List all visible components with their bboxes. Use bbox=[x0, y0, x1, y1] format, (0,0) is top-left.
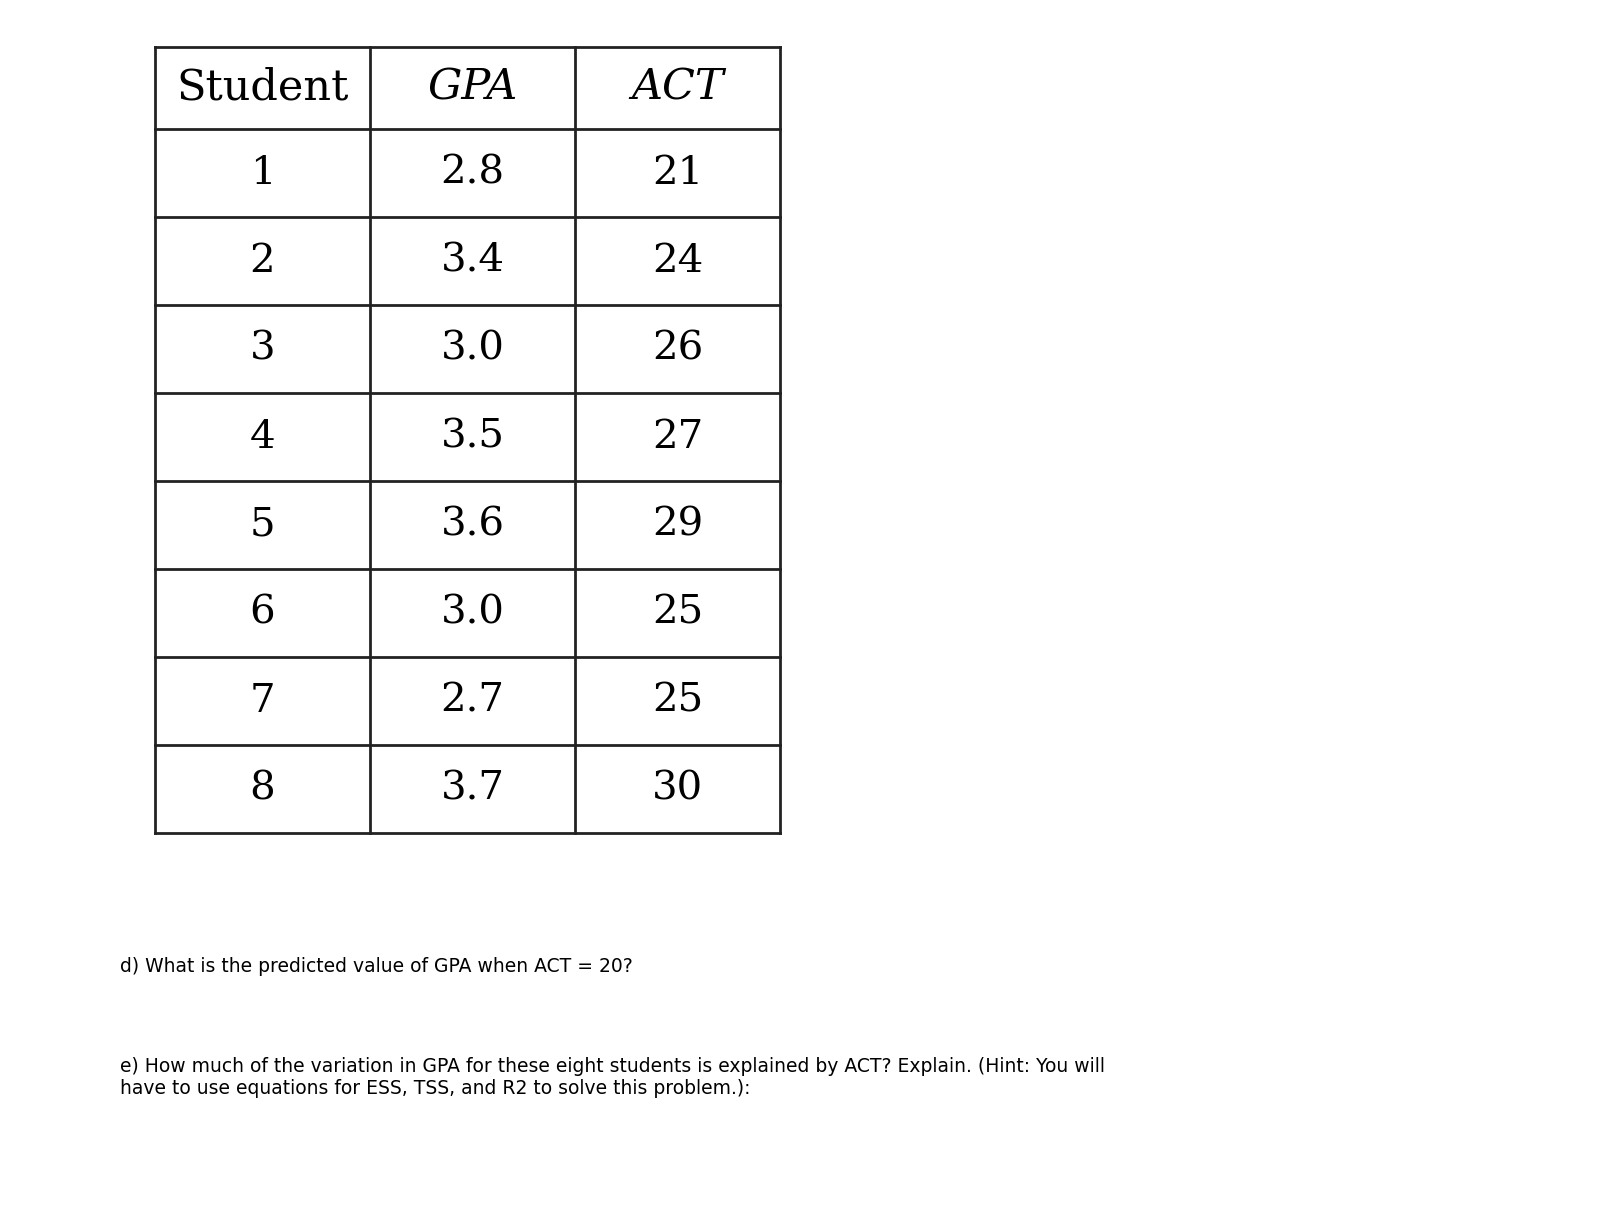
Text: e) How much of the variation in GPA for these eight students is explained by ACT: e) How much of the variation in GPA for … bbox=[121, 1057, 1104, 1098]
Text: 3.0: 3.0 bbox=[441, 595, 504, 632]
Text: 24: 24 bbox=[652, 243, 704, 280]
Text: 25: 25 bbox=[652, 683, 704, 719]
Text: 3.5: 3.5 bbox=[441, 419, 504, 456]
Text: 5: 5 bbox=[250, 506, 275, 543]
Text: 6: 6 bbox=[250, 595, 275, 632]
Text: 30: 30 bbox=[652, 770, 704, 807]
Text: 2.8: 2.8 bbox=[441, 154, 504, 191]
Text: 2.7: 2.7 bbox=[441, 683, 504, 719]
Text: 25: 25 bbox=[652, 595, 704, 632]
Text: d) What is the predicted value of GPA when ACT = 20?: d) What is the predicted value of GPA wh… bbox=[121, 957, 633, 976]
Text: 3.7: 3.7 bbox=[441, 770, 504, 807]
Text: 27: 27 bbox=[652, 419, 704, 456]
Text: ACT: ACT bbox=[631, 67, 724, 108]
Text: 3: 3 bbox=[250, 330, 275, 367]
Text: 3.0: 3.0 bbox=[441, 330, 504, 367]
Text: GPA: GPA bbox=[427, 67, 518, 108]
Text: 4: 4 bbox=[250, 419, 275, 456]
Text: 7: 7 bbox=[250, 683, 275, 719]
Text: 29: 29 bbox=[652, 506, 704, 543]
Text: 21: 21 bbox=[652, 154, 704, 191]
Text: 3.6: 3.6 bbox=[441, 506, 504, 543]
Text: 26: 26 bbox=[652, 330, 704, 367]
Text: 3.4: 3.4 bbox=[441, 243, 504, 280]
Text: Student: Student bbox=[177, 67, 349, 108]
Text: 2: 2 bbox=[250, 243, 275, 280]
Text: 8: 8 bbox=[250, 770, 275, 807]
Text: 1: 1 bbox=[250, 154, 275, 191]
